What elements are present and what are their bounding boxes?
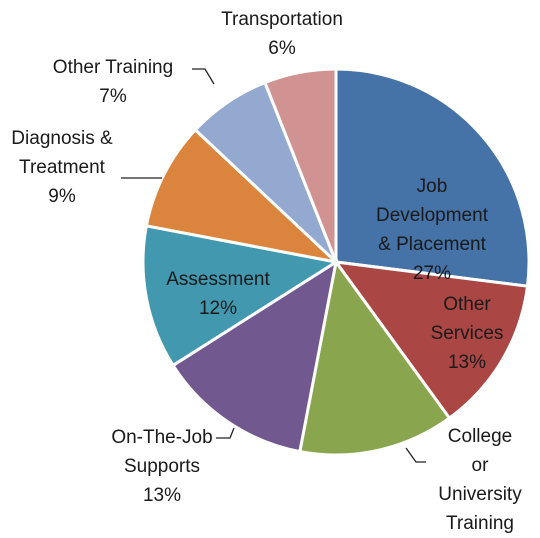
pie-slice: [298, 258, 452, 457]
slice-label: On-The-Job Supports 13%: [111, 423, 212, 510]
pie-slice: [141, 224, 341, 368]
slice-label: Diagnosis & Treatment 9%: [11, 124, 112, 211]
category-label: On-The-Job Supports: [111, 427, 213, 477]
value-label: 6%: [268, 38, 296, 59]
slices: [141, 67, 531, 457]
category-label: Other Training: [52, 57, 174, 78]
pie-slice: [144, 127, 341, 265]
category-label: College or University Training: [438, 426, 522, 534]
pie-slice: [332, 260, 530, 421]
slice-label: Assessment 12%: [166, 265, 269, 323]
leader-line: [216, 427, 235, 439]
chart: [121, 67, 531, 463]
value-label: 9%: [48, 186, 76, 207]
category-label: Diagnosis & Treatment: [11, 128, 113, 178]
leader-line: [405, 447, 426, 463]
pie-slice: [334, 67, 531, 288]
value-label: 12%: [198, 298, 238, 319]
value-label: 13%: [142, 485, 182, 506]
value-label: 27%: [412, 263, 452, 284]
category-label: Assessment: [166, 269, 270, 290]
slice-label: Transportation 6%: [221, 5, 343, 63]
leader-line: [192, 68, 215, 85]
category-label: Other Services: [430, 294, 504, 344]
slice-label: College or University Training: [438, 422, 521, 538]
slice-label: Other Services 13%: [431, 290, 504, 377]
leader-lines: [121, 68, 426, 463]
pie-slice: [263, 67, 338, 263]
pie-slice: [170, 258, 339, 454]
category-label: Transportation: [221, 9, 343, 30]
value-label: 7%: [99, 86, 127, 107]
category-label: Job Development & Placement: [376, 176, 488, 255]
value-label: 13%: [447, 352, 487, 373]
slice-label: Job Development & Placement 27%: [376, 172, 488, 288]
slice-label: Other Training 7%: [53, 53, 173, 111]
page: Job Development & Placement 27% Other Serv…: [11, 5, 531, 534]
